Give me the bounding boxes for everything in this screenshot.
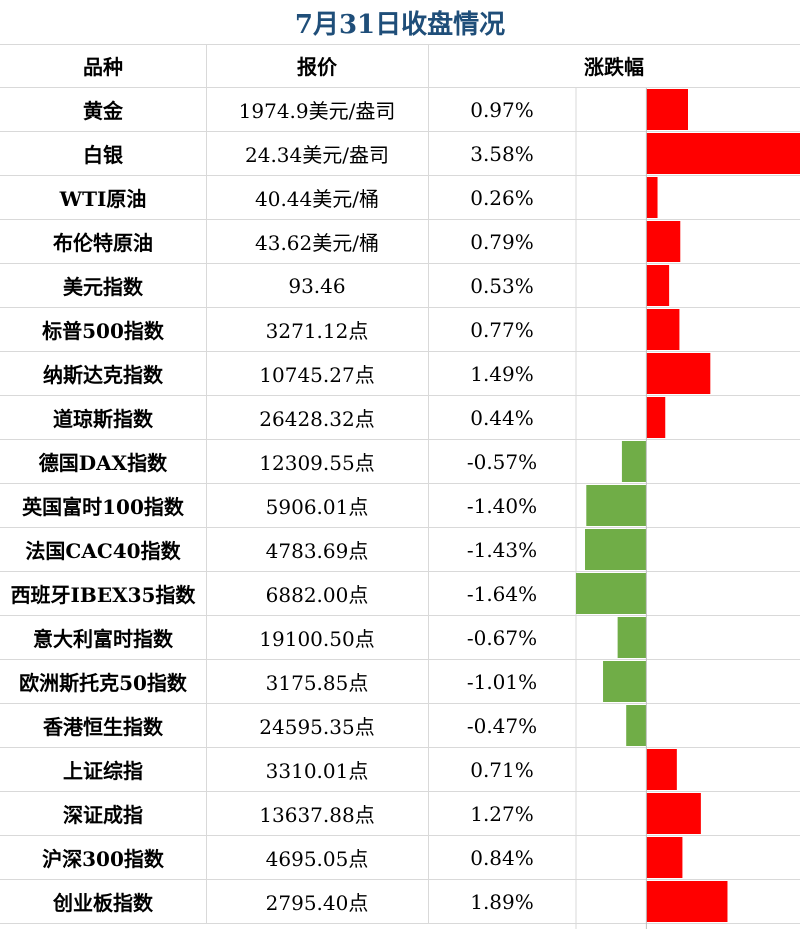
row-change-label: -1.01% — [466, 669, 538, 694]
row-name: 道琼斯指数 — [0, 396, 207, 439]
row-name: 布伦特原油 — [0, 220, 207, 263]
table-row: 深证成指 13637.88点 1.27% — [0, 792, 800, 836]
row-price: 4695.05点 — [206, 836, 429, 879]
row-change-label: 1.27% — [470, 801, 534, 826]
row-name: WTI原油 — [0, 176, 207, 219]
table-row: 法国CAC40指数 4783.69点 -1.43% — [0, 528, 800, 572]
row-change-label: -0.57% — [466, 449, 538, 474]
header-change: 涨跌幅 — [584, 55, 644, 79]
table-row: 沪深300指数 4695.05点 0.84% — [0, 836, 800, 880]
row-price: 43.62美元/桶 — [206, 220, 429, 263]
table-row: 西班牙IBEX35指数 6882.00点 -1.64% — [0, 572, 800, 616]
table-row: 香港恒生指数 24595.35点 -0.47% — [0, 704, 800, 748]
row-price: 93.46 — [206, 264, 429, 307]
row-price: 2795.40点 — [206, 880, 429, 923]
row-name: 德国DAX指数 — [0, 440, 207, 483]
row-change-label: 0.53% — [470, 273, 534, 298]
row-price: 12309.55点 — [206, 440, 429, 483]
row-name: 深证成指 — [0, 792, 207, 835]
row-name: 意大利富时指数 — [0, 616, 207, 659]
page-title: 7月31日收盘情况 — [0, 0, 800, 45]
table-row: 布伦特原油 43.62美元/桶 0.79% — [0, 220, 800, 264]
row-price: 40.44美元/桶 — [206, 176, 429, 219]
row-price: 5906.01点 — [206, 484, 429, 527]
row-name: 白银 — [0, 132, 207, 175]
row-name: 西班牙IBEX35指数 — [0, 572, 207, 615]
row-change-label: -1.40% — [466, 493, 538, 518]
row-name: 法国CAC40指数 — [0, 528, 207, 571]
table-row: 欧洲斯托克50指数 3175.85点 -1.01% — [0, 660, 800, 704]
table-row: 德国DAX指数 12309.55点 -0.57% — [0, 440, 800, 484]
row-name: 英国富时100指数 — [0, 484, 207, 527]
row-change-label: -0.67% — [466, 625, 538, 650]
row-price: 3271.12点 — [206, 308, 429, 351]
row-price: 10745.27点 — [206, 352, 429, 395]
table-row: 道琼斯指数 26428.32点 0.44% — [0, 396, 800, 440]
table-row: 英国富时100指数 5906.01点 -1.40% — [0, 484, 800, 528]
row-price: 3175.85点 — [206, 660, 429, 703]
table-header-row: 品种 报价 涨跌幅 — [0, 44, 800, 88]
table-row: 纳斯达克指数 10745.27点 1.49% — [0, 352, 800, 396]
row-change-label: 0.26% — [470, 185, 534, 210]
row-price: 4783.69点 — [206, 528, 429, 571]
table-row: 创业板指数 2795.40点 1.89% — [0, 880, 800, 924]
row-name: 黄金 — [0, 88, 207, 131]
row-change-label: -0.47% — [466, 713, 538, 738]
header-price: 报价 — [206, 44, 429, 87]
row-change-label: -1.64% — [466, 581, 538, 606]
table-row: 标普500指数 3271.12点 0.77% — [0, 308, 800, 352]
header-name: 品种 — [0, 44, 207, 87]
row-name: 纳斯达克指数 — [0, 352, 207, 395]
row-name: 香港恒生指数 — [0, 704, 207, 747]
row-change-label: 1.49% — [470, 361, 534, 386]
row-price: 13637.88点 — [206, 792, 429, 835]
row-name: 欧洲斯托克50指数 — [0, 660, 207, 703]
table-row: WTI原油 40.44美元/桶 0.26% — [0, 176, 800, 220]
row-change-label: 0.84% — [470, 845, 534, 870]
row-price: 24595.35点 — [206, 704, 429, 747]
row-price: 19100.50点 — [206, 616, 429, 659]
table-row: 意大利富时指数 19100.50点 -0.67% — [0, 616, 800, 660]
table-row: 白银 24.34美元/盎司 3.58% — [0, 132, 800, 176]
row-name: 美元指数 — [0, 264, 207, 307]
row-price: 1974.9美元/盎司 — [206, 88, 429, 131]
row-name: 创业板指数 — [0, 880, 207, 923]
row-change-label: 3.58% — [470, 141, 534, 166]
row-name: 沪深300指数 — [0, 836, 207, 879]
row-name: 标普500指数 — [0, 308, 207, 351]
row-change-label: 1.89% — [470, 889, 534, 914]
row-price: 26428.32点 — [206, 396, 429, 439]
row-price: 24.34美元/盎司 — [206, 132, 429, 175]
table-row: 黄金 1974.9美元/盎司 0.97% — [0, 88, 800, 132]
row-change-label: 0.79% — [470, 229, 534, 254]
row-change-label: 0.77% — [470, 317, 534, 342]
row-price: 3310.01点 — [206, 748, 429, 791]
row-name: 上证综指 — [0, 748, 207, 791]
row-change-label: -1.43% — [466, 537, 538, 562]
row-price: 6882.00点 — [206, 572, 429, 615]
row-change-label: 0.97% — [470, 97, 534, 122]
table-row: 美元指数 93.46 0.53% — [0, 264, 800, 308]
table-row: 上证综指 3310.01点 0.71% — [0, 748, 800, 792]
row-change-label: 0.44% — [470, 405, 534, 430]
row-change-label: 0.71% — [470, 757, 534, 782]
